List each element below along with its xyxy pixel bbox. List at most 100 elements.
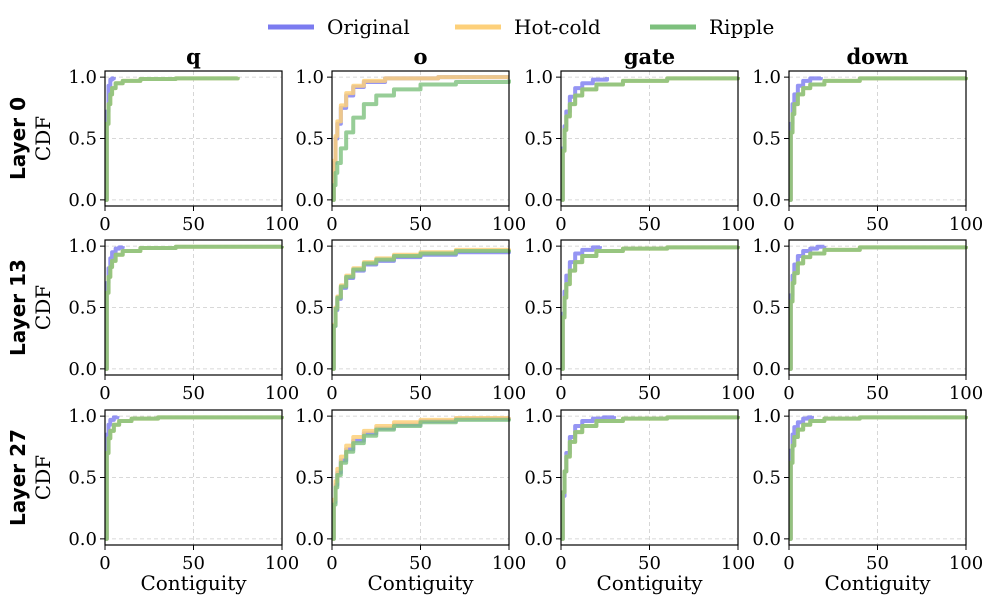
x-tick-label: 100: [265, 214, 299, 235]
y-tick-label: 1.0: [295, 406, 324, 427]
y-tick-label: 0.0: [295, 359, 324, 380]
y-axis-label: CDF: [31, 116, 55, 161]
x-tick-label: 50: [638, 553, 661, 574]
x-tick-label: 100: [721, 553, 755, 574]
y-tick-label: 1.0: [524, 406, 553, 427]
curve-ripple: [104, 415, 284, 541]
x-tick-label: 100: [721, 214, 755, 235]
y-axis-label: CDF: [31, 285, 55, 330]
x-axis-label: Contiguity: [824, 571, 931, 595]
panel-layer-13-down: 0.0 0.5 1.0 0 50 100: [752, 236, 983, 404]
panel-layer-0-q: 0.0 0.5 1.0 0 50 100: [68, 67, 299, 235]
y-tick-label: 0.0: [752, 529, 781, 550]
y-tick-label: 0.5: [524, 298, 553, 319]
x-tick-label: 0: [99, 383, 110, 404]
x-tick-label: 100: [949, 383, 983, 404]
x-tick-label: 0: [326, 553, 337, 574]
y-tick-label: 0.5: [295, 468, 324, 489]
x-tick-label: 100: [949, 214, 983, 235]
y-tick-label: 0.0: [68, 529, 97, 550]
column-titles: q o gate down: [186, 44, 908, 69]
x-tick-label: 100: [492, 553, 526, 574]
panel-layer-0-o: 0.0 0.5 1.0 0 50 100: [295, 67, 526, 235]
x-tick-label: 0: [555, 214, 566, 235]
x-tick-label: 50: [638, 214, 661, 235]
x-tick-label: 100: [265, 383, 299, 404]
x-axis-label: Contiguity: [367, 571, 474, 595]
y-tick-label: 0.0: [524, 529, 553, 550]
curve-hot-cold: [331, 247, 511, 371]
x-tick-label: 50: [638, 383, 661, 404]
x-tick-label: 50: [182, 214, 205, 235]
y-tick-label: 0.5: [524, 129, 553, 150]
x-tick-label: 100: [265, 553, 299, 574]
x-tick-label: 0: [555, 383, 566, 404]
y-tick-label: 0.0: [524, 359, 553, 380]
y-tick-label: 0.5: [752, 468, 781, 489]
curve-ripple: [331, 417, 511, 541]
x-tick-label: 50: [409, 553, 432, 574]
y-tick-label: 1.0: [68, 236, 97, 257]
y-tick-label: 1.0: [295, 236, 324, 257]
panel-layer-13-o: 0.0 0.5 1.0 0 50 100: [295, 236, 526, 404]
x-tick-label: 0: [555, 553, 566, 574]
curve-ripple: [788, 415, 968, 541]
curve-hot-cold: [331, 75, 509, 202]
x-tick-label: 0: [326, 383, 337, 404]
y-tick-label: 0.5: [68, 468, 97, 489]
y-tick-label: 0.0: [295, 190, 324, 211]
x-tick-label: 50: [866, 214, 889, 235]
y-tick-label: 0.5: [295, 298, 324, 319]
curve-ripple: [788, 76, 968, 202]
x-tick-label: 0: [783, 553, 794, 574]
column-title-gate: gate: [624, 44, 675, 69]
x-tick-label: 100: [492, 214, 526, 235]
x-tick-label: 100: [721, 383, 755, 404]
y-tick-label: 0.0: [68, 359, 97, 380]
x-tick-label: 0: [99, 214, 110, 235]
x-tick-label: 0: [783, 383, 794, 404]
x-tick-label: 100: [492, 383, 526, 404]
curve-ripple: [560, 415, 740, 541]
curve-original: [560, 245, 602, 371]
row-label-layer-13: Layer 13: [6, 259, 30, 356]
legend: Original Hot-cold Ripple: [268, 15, 774, 39]
panel-layer-0-down: 0.0 0.5 1.0 0 50 100: [752, 67, 983, 235]
y-tick-label: 1.0: [524, 67, 553, 88]
y-tick-label: 0.5: [68, 298, 97, 319]
y-tick-label: 1.0: [68, 67, 97, 88]
legend-label-ripple: Ripple: [709, 15, 774, 39]
x-tick-label: 50: [866, 553, 889, 574]
y-tick-label: 0.0: [68, 190, 97, 211]
curve-ripple: [788, 245, 968, 371]
legend-label-hot-cold: Hot-cold: [514, 15, 601, 39]
y-tick-label: 0.5: [752, 298, 781, 319]
x-tick-label: 0: [326, 214, 337, 235]
x-tick-label: 50: [182, 553, 205, 574]
x-axis-label: Contiguity: [140, 571, 247, 595]
x-tick-label: 50: [866, 383, 889, 404]
panel-layer-27-o: 0.0 0.5 1.0 0 50 100 Contiguity: [295, 406, 526, 595]
y-tick-label: 0.5: [68, 129, 97, 150]
panel-layer-13-q: 0.0 0.5 1.0 0 50 100: [68, 236, 299, 404]
column-title-o: o: [413, 44, 427, 69]
panel-layer-27-gate: 0.0 0.5 1.0 0 50 100 Contiguity: [524, 406, 755, 595]
curve-ripple: [560, 76, 740, 202]
curve-ripple: [560, 245, 740, 371]
x-tick-label: 0: [99, 553, 110, 574]
curve-ripple: [331, 249, 511, 371]
panel-layer-27-down: 0.0 0.5 1.0 0 50 100 Contiguity: [752, 406, 983, 595]
y-tick-label: 0.5: [295, 129, 324, 150]
y-tick-label: 0.0: [752, 359, 781, 380]
curve-ripple: [104, 244, 284, 371]
panel-layer-0-gate: 0.0 0.5 1.0 0 50 100: [524, 67, 755, 235]
y-tick-label: 0.0: [752, 190, 781, 211]
curve-hot-cold: [331, 415, 511, 541]
x-tick-label: 100: [949, 553, 983, 574]
legend-label-original: Original: [327, 15, 410, 39]
y-tick-label: 1.0: [752, 236, 781, 257]
y-tick-label: 0.5: [524, 468, 553, 489]
